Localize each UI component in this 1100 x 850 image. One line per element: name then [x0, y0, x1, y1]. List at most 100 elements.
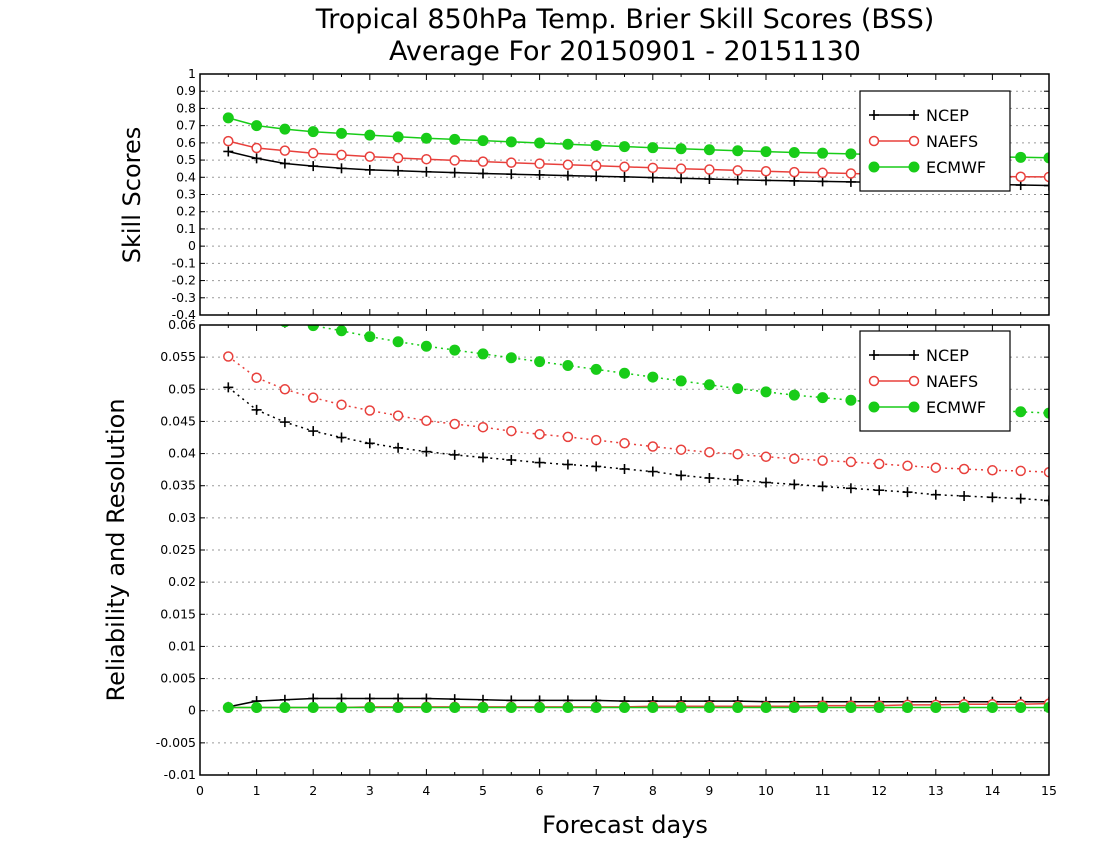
data-point: [873, 702, 885, 713]
data-point: [958, 463, 970, 475]
legend-item-ecmwf: ECMWF: [868, 158, 986, 177]
x-tick-label: 15: [1041, 783, 1057, 798]
data-point: [1015, 465, 1026, 477]
data-point: [590, 363, 602, 375]
data-point: [732, 383, 744, 395]
data-point: [534, 137, 546, 149]
legend-label: NAEFS: [926, 372, 978, 391]
data-point: [760, 451, 772, 463]
data-point: [930, 462, 942, 473]
data-point: [760, 386, 772, 398]
x-tick-label: 10: [758, 783, 774, 798]
data-point: [534, 158, 545, 169]
y-tick-label: 0.005: [160, 671, 196, 686]
data-point: [958, 702, 970, 713]
data-point: [477, 421, 489, 433]
y-tick-label: 0.7: [176, 118, 196, 133]
x-tick-label: 3: [366, 783, 374, 798]
data-point: [279, 123, 291, 135]
y-tick-label: 0.015: [160, 606, 196, 621]
series-ncep-reliability: [223, 693, 1049, 712]
legend-marker: [908, 375, 920, 387]
data-point: [534, 356, 546, 368]
data-point: [534, 429, 545, 440]
data-point: [619, 702, 630, 713]
data-point: [307, 702, 319, 713]
data-point: [817, 702, 829, 713]
data-point: [788, 146, 800, 158]
data-point: [1043, 702, 1049, 713]
data-point: [223, 351, 234, 362]
series-naefs-resolution: [223, 351, 1049, 478]
y-tick-label: 0.06: [168, 317, 196, 332]
data-point: [619, 367, 630, 379]
data-point: [647, 142, 659, 154]
y-axis-label-reliability-resolution: Reliability and Resolution: [102, 398, 130, 701]
legend-label: NCEP: [926, 346, 969, 365]
y-tick-label: -0.2: [172, 273, 196, 288]
x-tick-label: 13: [928, 783, 944, 798]
data-point: [845, 394, 857, 406]
data-point: [590, 434, 602, 446]
data-point: [986, 702, 998, 713]
data-point: [760, 702, 772, 713]
data-point: [534, 702, 546, 713]
data-point: [732, 702, 744, 713]
y-tick-label: 0.055: [160, 349, 196, 364]
data-point: [760, 146, 772, 158]
data-point: [817, 455, 828, 466]
series-ecmwf-reliability: [222, 702, 1049, 713]
legend-item-naefs: NAEFS: [868, 132, 978, 151]
plot-layer: 1 0.9 0.8 0.7 0.6 0.5 0.4 0.3 0.2 0.1 0 -0.1 -0.2 -0.…: [156, 66, 1057, 798]
data-point: [902, 460, 913, 472]
legend-item-ecmwf: ECMWF: [868, 398, 986, 417]
x-tick-label: 4: [422, 783, 430, 798]
data-point: [449, 344, 461, 356]
data-point: [307, 126, 319, 138]
data-point: [449, 702, 461, 713]
data-point: [590, 702, 602, 713]
data-point: [619, 438, 630, 449]
x-tick-label: 5: [479, 783, 487, 798]
data-point: [364, 331, 376, 343]
y-tick-label: 0.1: [176, 221, 196, 236]
data-point: [675, 143, 687, 155]
data-point: [505, 702, 517, 713]
data-point: [477, 156, 489, 167]
data-point: [251, 142, 262, 154]
y-tick-label: 0.4: [176, 169, 196, 184]
data-point: [703, 144, 715, 156]
legend-label: ECMWF: [926, 398, 986, 417]
data-point: [619, 161, 630, 173]
x-tick-label: 8: [649, 783, 657, 798]
data-point: [788, 389, 800, 401]
data-point: [251, 372, 262, 383]
data-point: [562, 702, 574, 713]
legend-item-ncep: NCEP: [869, 106, 969, 125]
data-point: [392, 131, 404, 143]
legend-box: [859, 90, 1011, 192]
x-tick-label: 2: [309, 783, 317, 798]
y-tick-label: 0.045: [160, 413, 196, 428]
data-point: [307, 147, 319, 159]
x-tick-label: 7: [592, 783, 600, 798]
y-tick-label: -0.1: [172, 255, 196, 270]
data-point: [421, 415, 432, 427]
y-tick-label: 0.04: [168, 446, 196, 461]
y-tick-label: -0.005: [156, 735, 196, 750]
data-point: [590, 139, 602, 151]
data-point: [675, 702, 687, 713]
data-point: [251, 120, 263, 132]
y-tick-label: 0: [188, 703, 196, 718]
y-tick-label: 0: [188, 238, 196, 253]
data-point: [1015, 171, 1026, 183]
data-point: [902, 702, 913, 713]
data-point: [760, 166, 772, 177]
chart-title: Tropical 850hPa Temp. Brier Skill Scores…: [315, 4, 935, 35]
legend-item-naefs: NAEFS: [868, 372, 978, 391]
data-point: [449, 133, 461, 145]
data-point: [1043, 171, 1049, 183]
data-point: [619, 141, 630, 153]
y-tick-label: 0.035: [160, 478, 196, 493]
data-point: [675, 444, 687, 455]
